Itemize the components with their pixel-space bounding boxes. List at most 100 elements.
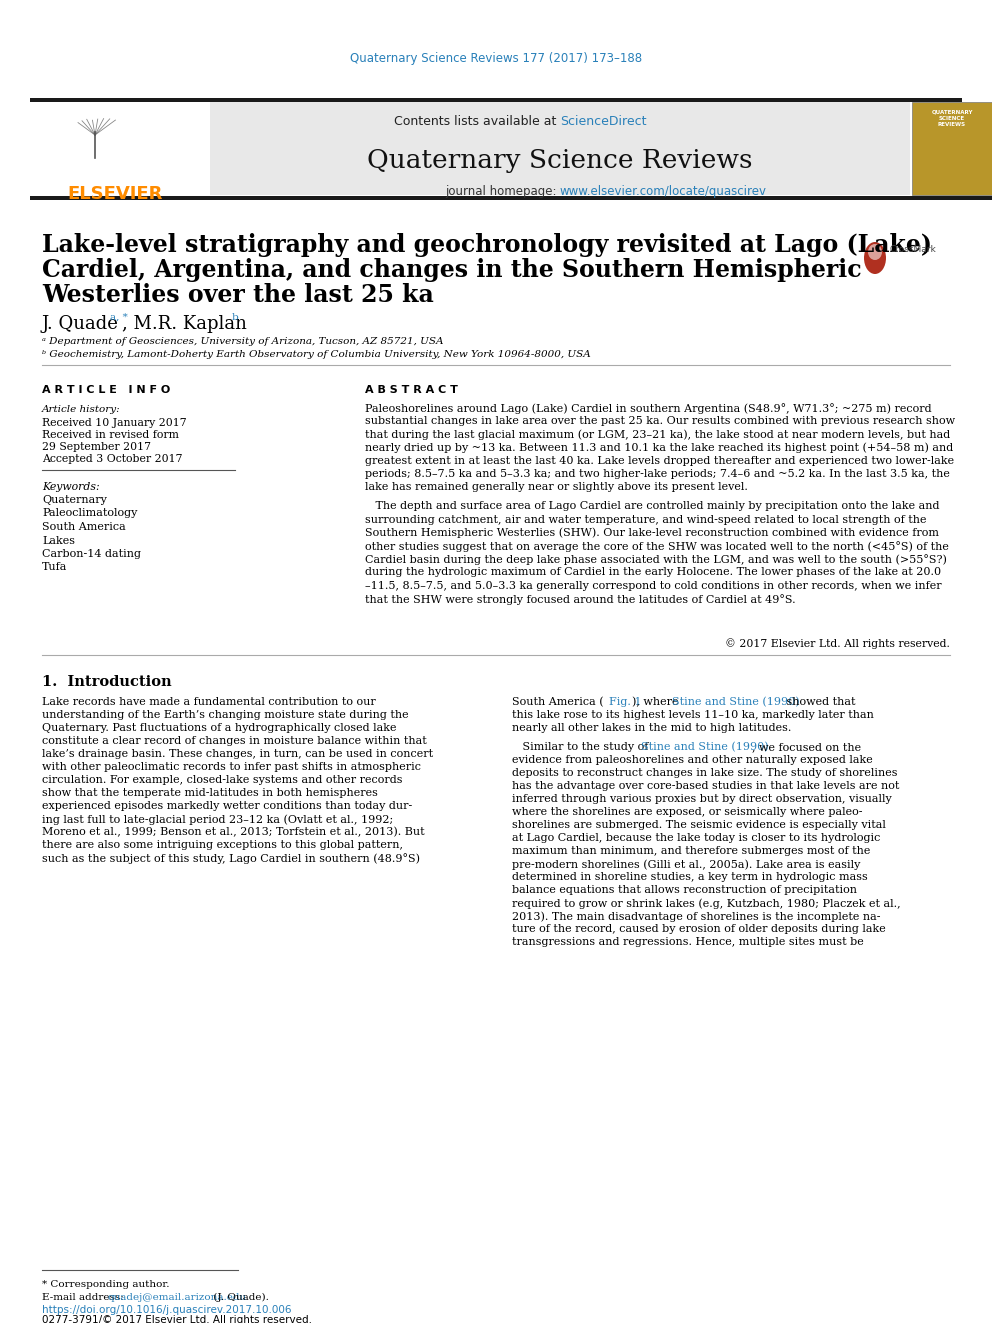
Text: nearly dried up by ~13 ka. Between 11.3 and 10.1 ka the lake reached its highest: nearly dried up by ~13 ka. Between 11.3 … xyxy=(365,443,953,454)
Ellipse shape xyxy=(864,242,886,274)
Text: nearly all other lakes in the mid to high latitudes.: nearly all other lakes in the mid to hig… xyxy=(512,722,792,733)
Text: balance equations that allows reconstruction of precipitation: balance equations that allows reconstruc… xyxy=(512,885,857,894)
Text: , we focused on the: , we focused on the xyxy=(752,742,861,751)
Text: greatest extent in at least the last 40 ka. Lake levels dropped thereafter and e: greatest extent in at least the last 40 … xyxy=(365,456,954,466)
Text: that during the last glacial maximum (or LGM, 23–21 ka), the lake stood at near : that during the last glacial maximum (or… xyxy=(365,430,950,441)
Text: Quaternary Science Reviews: Quaternary Science Reviews xyxy=(367,148,753,173)
Text: constitute a clear record of changes in moisture balance within that: constitute a clear record of changes in … xyxy=(42,736,427,746)
Text: Westerlies over the last 25 ka: Westerlies over the last 25 ka xyxy=(42,283,434,307)
Text: Lakes: Lakes xyxy=(42,536,75,545)
Text: where the shorelines are exposed, or seismically where paleo-: where the shorelines are exposed, or sei… xyxy=(512,807,862,818)
Text: showed that: showed that xyxy=(783,697,855,706)
Text: ing last full to late-glacial period 23–12 ka (Ovlatt et al., 1992;: ing last full to late-glacial period 23–… xyxy=(42,814,393,824)
Text: ELSEVIER: ELSEVIER xyxy=(67,185,163,202)
Text: surrounding catchment, air and water temperature, and wind-speed related to loca: surrounding catchment, air and water tem… xyxy=(365,515,927,525)
Text: b: b xyxy=(232,314,239,321)
Text: experienced episodes markedly wetter conditions than today dur-: experienced episodes markedly wetter con… xyxy=(42,800,413,811)
Text: Contents lists available at: Contents lists available at xyxy=(394,115,560,128)
Text: * Corresponding author.: * Corresponding author. xyxy=(42,1279,170,1289)
Text: Cardiel basin during the deep lake phase associated with the LGM, and was well t: Cardiel basin during the deep lake phase… xyxy=(365,554,947,565)
Text: ture of the record, caused by erosion of older deposits during lake: ture of the record, caused by erosion of… xyxy=(512,923,886,934)
Text: transgressions and regressions. Hence, multiple sites must be: transgressions and regressions. Hence, m… xyxy=(512,937,864,947)
Text: Moreno et al., 1999; Benson et al., 2013; Torfstein et al., 2013). But: Moreno et al., 1999; Benson et al., 2013… xyxy=(42,827,425,837)
Text: journal homepage:: journal homepage: xyxy=(444,185,560,198)
Text: J. Quade: J. Quade xyxy=(42,315,119,333)
Text: inferred through various proxies but by direct observation, visually: inferred through various proxies but by … xyxy=(512,794,892,804)
Text: quadej@email.arizona.edu: quadej@email.arizona.edu xyxy=(108,1293,247,1302)
Text: Received 10 January 2017: Received 10 January 2017 xyxy=(42,418,186,429)
Text: CrossMark: CrossMark xyxy=(889,246,935,254)
Text: South America: South America xyxy=(42,523,126,532)
Bar xyxy=(210,102,910,194)
Text: E-mail address:: E-mail address: xyxy=(42,1293,127,1302)
Text: A R T I C L E   I N F O: A R T I C L E I N F O xyxy=(42,385,171,396)
Text: © 2017 Elsevier Ltd. All rights reserved.: © 2017 Elsevier Ltd. All rights reserved… xyxy=(725,638,950,648)
Text: lake has remained generally near or slightly above its present level.: lake has remained generally near or slig… xyxy=(365,482,748,492)
Text: Southern Hemispheric Westerlies (SHW). Our lake-level reconstruction combined wi: Southern Hemispheric Westerlies (SHW). O… xyxy=(365,528,939,538)
Text: ScienceDirect: ScienceDirect xyxy=(560,115,647,128)
Text: Lake records have made a fundamental contribution to our: Lake records have made a fundamental con… xyxy=(42,697,376,706)
Text: Stine and Stine (1990): Stine and Stine (1990) xyxy=(641,742,769,753)
Text: –11.5, 8.5–7.5, and 5.0–3.3 ka generally correspond to cold conditions in other : –11.5, 8.5–7.5, and 5.0–3.3 ka generally… xyxy=(365,581,941,590)
Text: 2013). The main disadvantage of shorelines is the incomplete na-: 2013). The main disadvantage of shorelin… xyxy=(512,912,881,922)
Text: www.elsevier.com/locate/quascirev: www.elsevier.com/locate/quascirev xyxy=(560,185,767,198)
Text: show that the temperate mid-latitudes in both hemispheres: show that the temperate mid-latitudes in… xyxy=(42,789,378,798)
Text: Fig. 1: Fig. 1 xyxy=(609,697,642,706)
Text: Received in revised form: Received in revised form xyxy=(42,430,179,441)
Ellipse shape xyxy=(868,243,882,261)
Text: Paleoshorelines around Lago (Lake) Cardiel in southern Argentina (S48.9°, W71.3°: Paleoshorelines around Lago (Lake) Cardi… xyxy=(365,404,931,414)
Text: SCIENCE: SCIENCE xyxy=(939,116,965,120)
Bar xyxy=(912,102,992,194)
Text: Keywords:: Keywords: xyxy=(42,482,99,492)
Text: QUATERNARY: QUATERNARY xyxy=(931,110,973,115)
Text: ᵇ Geochemistry, Lamont-Doherty Earth Observatory of Columbia University, New Yor: ᵇ Geochemistry, Lamont-Doherty Earth Obs… xyxy=(42,351,591,359)
Text: A B S T R A C T: A B S T R A C T xyxy=(365,385,458,396)
Text: pre-modern shorelines (Gilli et al., 2005a). Lake area is easily: pre-modern shorelines (Gilli et al., 200… xyxy=(512,859,860,869)
Text: required to grow or shrink lakes (e.g, Kutzbach, 1980; Placzek et al.,: required to grow or shrink lakes (e.g, K… xyxy=(512,898,901,909)
Text: a, *: a, * xyxy=(110,314,128,321)
Text: South America (: South America ( xyxy=(512,697,603,708)
Bar xyxy=(30,102,210,194)
Bar xyxy=(30,98,962,102)
Text: there are also some intriguing exceptions to this global pattern,: there are also some intriguing exception… xyxy=(42,840,403,849)
Text: Accepted 3 October 2017: Accepted 3 October 2017 xyxy=(42,454,183,464)
Text: circulation. For example, closed-lake systems and other records: circulation. For example, closed-lake sy… xyxy=(42,775,403,785)
Text: deposits to reconstruct changes in lake size. The study of shorelines: deposits to reconstruct changes in lake … xyxy=(512,767,898,778)
Text: this lake rose to its highest levels 11–10 ka, markedly later than: this lake rose to its highest levels 11–… xyxy=(512,710,874,720)
Text: 29 September 2017: 29 September 2017 xyxy=(42,442,151,452)
Text: https://doi.org/10.1016/j.quascirev.2017.10.006: https://doi.org/10.1016/j.quascirev.2017… xyxy=(42,1304,292,1315)
Text: , M.R. Kaplan: , M.R. Kaplan xyxy=(122,315,247,333)
Text: Stine and Stine (1990): Stine and Stine (1990) xyxy=(672,697,800,708)
Text: during the hydrologic maximum of Cardiel in the early Holocene. The lower phases: during the hydrologic maximum of Cardiel… xyxy=(365,568,941,577)
Text: lake’s drainage basin. These changes, in turn, can be used in concert: lake’s drainage basin. These changes, in… xyxy=(42,749,434,759)
Text: Lake-level stratigraphy and geochronology revisited at Lago (Lake): Lake-level stratigraphy and geochronolog… xyxy=(42,233,932,257)
Text: ᵃ Department of Geosciences, University of Arizona, Tucson, AZ 85721, USA: ᵃ Department of Geosciences, University … xyxy=(42,337,443,347)
Bar xyxy=(30,196,992,200)
Text: that the SHW were strongly focused around the latitudes of Cardiel at 49°S.: that the SHW were strongly focused aroun… xyxy=(365,594,796,605)
Text: evidence from paleoshorelines and other naturally exposed lake: evidence from paleoshorelines and other … xyxy=(512,755,873,765)
Text: shorelines are submerged. The seismic evidence is especially vital: shorelines are submerged. The seismic ev… xyxy=(512,820,886,830)
Text: Quaternary. Past fluctuations of a hydrographically closed lake: Quaternary. Past fluctuations of a hydro… xyxy=(42,722,397,733)
Text: REVIEWS: REVIEWS xyxy=(938,122,966,127)
Text: Tufa: Tufa xyxy=(42,562,67,573)
Text: Article history:: Article history: xyxy=(42,405,121,414)
Text: has the advantage over core-based studies in that lake levels are not: has the advantage over core-based studie… xyxy=(512,781,900,791)
Text: Cardiel, Argentina, and changes in the Southern Hemispheric: Cardiel, Argentina, and changes in the S… xyxy=(42,258,862,282)
Text: Quaternary Science Reviews 177 (2017) 173–188: Quaternary Science Reviews 177 (2017) 17… xyxy=(350,52,642,65)
Text: Carbon-14 dating: Carbon-14 dating xyxy=(42,549,141,560)
Text: (J. Quade).: (J. Quade). xyxy=(210,1293,269,1302)
Text: ), where: ), where xyxy=(632,697,682,708)
Text: 0277-3791/© 2017 Elsevier Ltd. All rights reserved.: 0277-3791/© 2017 Elsevier Ltd. All right… xyxy=(42,1315,312,1323)
Text: The depth and surface area of Lago Cardiel are controlled mainly by precipitatio: The depth and surface area of Lago Cardi… xyxy=(365,501,939,512)
Text: maximum than minimum, and therefore submerges most of the: maximum than minimum, and therefore subm… xyxy=(512,845,870,856)
Text: Similar to the study of: Similar to the study of xyxy=(512,742,652,751)
Text: with other paleoclimatic records to infer past shifts in atmospheric: with other paleoclimatic records to infe… xyxy=(42,762,421,773)
Text: substantial changes in lake area over the past 25 ka. Our results combined with : substantial changes in lake area over th… xyxy=(365,417,955,426)
Text: Paleoclimatology: Paleoclimatology xyxy=(42,508,137,519)
Text: determined in shoreline studies, a key term in hydrologic mass: determined in shoreline studies, a key t… xyxy=(512,872,868,882)
Text: 1.  Introduction: 1. Introduction xyxy=(42,675,172,689)
Text: at Lago Cardiel, because the lake today is closer to its hydrologic: at Lago Cardiel, because the lake today … xyxy=(512,833,880,843)
Text: such as the subject of this study, Lago Cardiel in southern (48.9°S): such as the subject of this study, Lago … xyxy=(42,853,420,864)
Text: periods; 8.5–7.5 ka and 5–3.3 ka; and two higher-lake periods; 7.4–6 and ~5.2 ka: periods; 8.5–7.5 ka and 5–3.3 ka; and tw… xyxy=(365,468,950,479)
Text: understanding of the Earth’s changing moisture state during the: understanding of the Earth’s changing mo… xyxy=(42,710,409,720)
